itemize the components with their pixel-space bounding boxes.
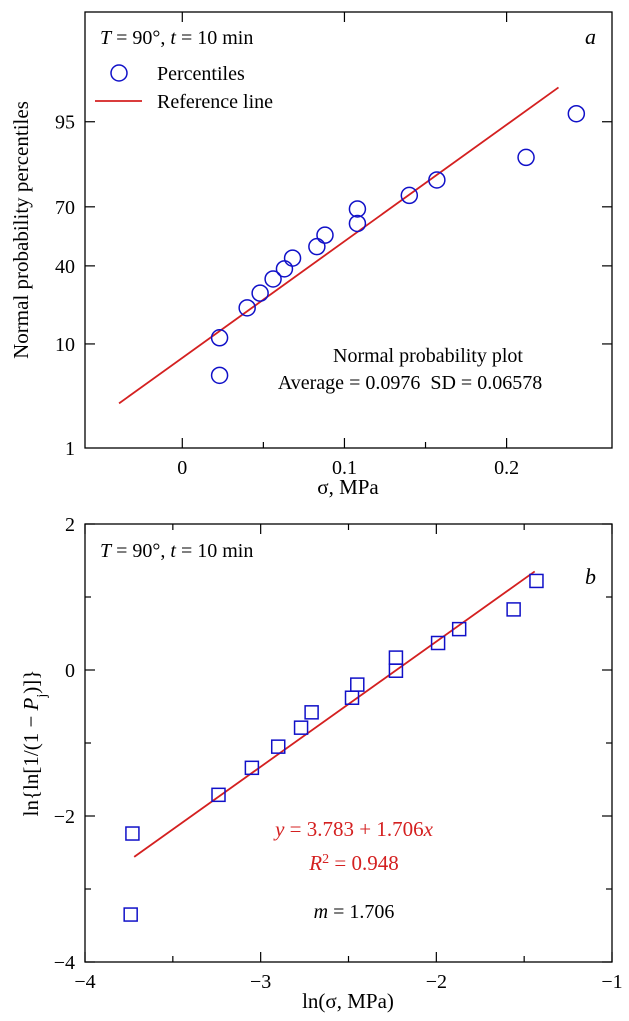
data-point bbox=[293, 720, 309, 735]
panel-a-y-axis-label: Normal probability percentiles bbox=[9, 101, 33, 359]
data-point bbox=[506, 602, 521, 617]
y-tick-label: 1 bbox=[65, 438, 75, 460]
percentile-point bbox=[264, 270, 282, 288]
y-tick-label: 2 bbox=[65, 514, 75, 536]
percentile-point bbox=[238, 299, 256, 317]
panel-b-fit-line bbox=[133, 570, 536, 858]
panel-a-reference-line bbox=[118, 86, 560, 405]
data-point bbox=[244, 760, 260, 776]
data-point bbox=[388, 650, 404, 665]
percentile-point bbox=[210, 366, 229, 385]
panel-a-percentile-points bbox=[210, 104, 586, 385]
percentile-point bbox=[283, 249, 302, 267]
percentile-point bbox=[308, 237, 326, 256]
x-tick-label: 0 bbox=[177, 457, 187, 479]
percentile-point bbox=[251, 284, 269, 302]
percentile-point bbox=[517, 148, 535, 167]
y-tick-label: −2 bbox=[54, 806, 75, 828]
percentile-point bbox=[275, 260, 294, 278]
y-tick-label: 95 bbox=[55, 112, 75, 134]
y-tick-label: 0 bbox=[65, 660, 75, 682]
panel-b: −4 −3 −2 −1 −4 −2 0 2 T = 90°, t = 10 min b y … bbox=[19, 514, 623, 1013]
data-point bbox=[211, 787, 226, 803]
percentile-point bbox=[348, 214, 367, 233]
panel-b-x-tick-labels: −4 −3 −2 −1 bbox=[74, 971, 622, 993]
weibull-modulus: m = 1.706 bbox=[314, 901, 395, 923]
data-point bbox=[451, 621, 467, 637]
legend-reference-line: Reference line bbox=[157, 91, 273, 113]
panel-b-ticks bbox=[84, 523, 613, 963]
fit-line bbox=[133, 570, 536, 858]
reference-line bbox=[118, 86, 560, 405]
data-point bbox=[529, 573, 544, 589]
percentile-point bbox=[428, 171, 446, 189]
percentile-point bbox=[400, 186, 419, 205]
x-tick-label: −3 bbox=[250, 971, 271, 993]
percentile-point bbox=[210, 329, 229, 347]
data-point bbox=[270, 739, 286, 754]
panel-a-annotation-stats: Average = 0.0976 SD = 0.06578 bbox=[278, 372, 542, 394]
y-tick-label: 10 bbox=[55, 334, 75, 356]
r-squared: R2 = 0.948 bbox=[308, 851, 398, 875]
panel-a-condition: T = 90°, t = 10 min bbox=[100, 27, 253, 49]
fit-equation: y = 3.783 + 1.706x bbox=[273, 817, 434, 841]
y-tick-label: 70 bbox=[55, 197, 75, 219]
x-tick-label: −4 bbox=[74, 971, 95, 993]
y-tick-label: −4 bbox=[54, 952, 75, 974]
panel-b-label: b bbox=[585, 564, 596, 589]
panel-a-ticks bbox=[85, 12, 612, 448]
panel-a-frame bbox=[84, 11, 613, 449]
x-tick-label: −2 bbox=[426, 971, 447, 993]
panel-b-y-tick-labels: −4 −2 0 2 bbox=[54, 514, 75, 974]
percentile-point bbox=[567, 104, 586, 123]
percentile-point bbox=[316, 226, 334, 244]
panel-b-condition: T = 90°, t = 10 min bbox=[100, 540, 253, 562]
percentile-point bbox=[348, 200, 367, 218]
panel-a-label: a bbox=[585, 24, 596, 49]
data-point bbox=[125, 826, 140, 841]
legend-circle-marker bbox=[110, 64, 128, 82]
x-tick-label: 0.1 bbox=[332, 457, 357, 479]
panel-a-y-tick-labels: 1 10 40 70 95 bbox=[55, 112, 75, 460]
panel-a-annotation-title: Normal probability plot bbox=[333, 345, 523, 367]
panel-b-frame bbox=[84, 523, 613, 963]
panel-b-y-axis-label: ln{ln[1/(1 − Pj)]} bbox=[19, 670, 50, 817]
data-point bbox=[123, 907, 138, 922]
panel-b-data-points bbox=[123, 573, 544, 922]
data-point bbox=[304, 705, 319, 720]
panel-a-x-axis-label: σ, MPa bbox=[317, 475, 379, 499]
legend-percentiles: Percentiles bbox=[157, 63, 245, 85]
panel-b-x-axis-label: ln(σ, MPa) bbox=[302, 989, 394, 1013]
panel-a-legend: Percentiles Reference line bbox=[95, 63, 273, 113]
data-point bbox=[430, 635, 446, 651]
y-tick-label: 40 bbox=[55, 256, 75, 278]
x-tick-label: −1 bbox=[601, 971, 622, 993]
data-point bbox=[350, 677, 365, 692]
x-tick-label: 0.2 bbox=[494, 457, 519, 479]
panel-a-x-tick-labels: 0 0.1 0.2 bbox=[177, 457, 519, 479]
